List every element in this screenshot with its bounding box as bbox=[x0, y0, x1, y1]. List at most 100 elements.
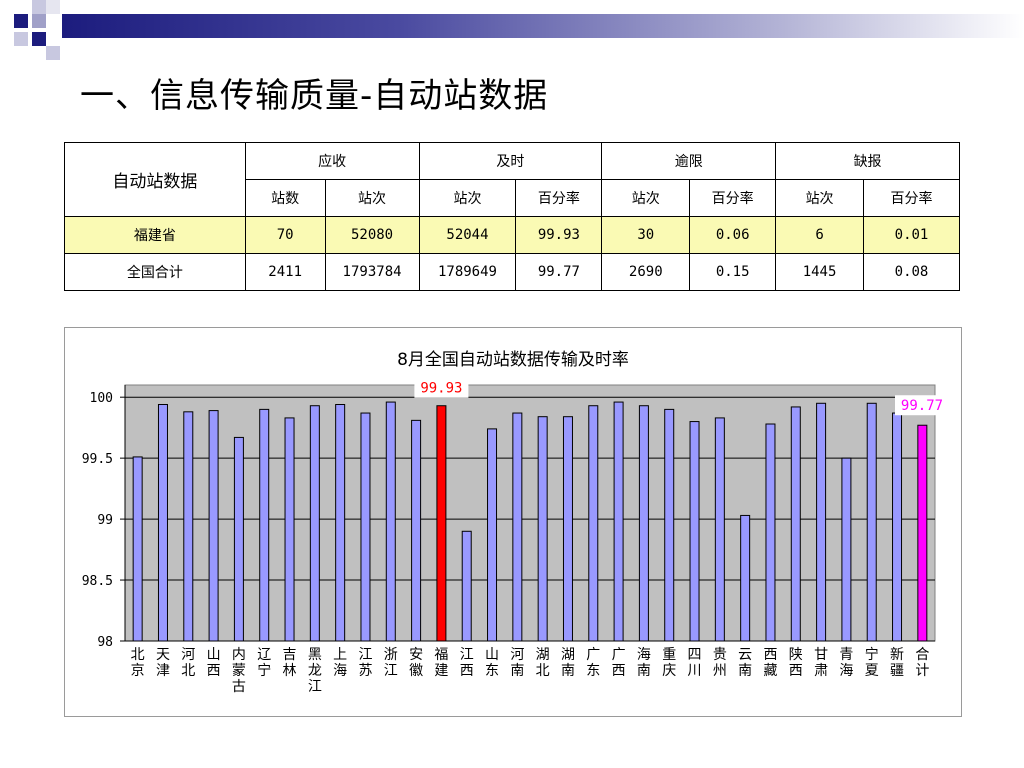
bar bbox=[841, 457, 852, 642]
x-tick-label: 海南 bbox=[637, 647, 651, 679]
y-tick-label: 100 bbox=[90, 391, 113, 406]
bar bbox=[309, 405, 320, 642]
table-cell: 0.15 bbox=[689, 253, 777, 291]
x-tick-label: 宁夏 bbox=[865, 646, 879, 679]
bar bbox=[512, 412, 523, 642]
x-tick-label: 四川 bbox=[688, 647, 702, 679]
data-table: 自动站数据 应收 及时 逾限 缺报 站数 站次 站次 百分率 站次 百分率 站次… bbox=[64, 142, 960, 291]
bar bbox=[790, 406, 801, 642]
bar bbox=[360, 412, 371, 642]
x-tick-label: 湖北 bbox=[536, 647, 550, 679]
x-tick-label: 云南 bbox=[738, 647, 752, 679]
bar bbox=[588, 405, 599, 642]
bar bbox=[689, 421, 700, 642]
subheader-cell: 站次 bbox=[601, 179, 691, 217]
bar bbox=[132, 456, 143, 642]
bar bbox=[284, 417, 295, 642]
bar bbox=[233, 436, 244, 642]
x-tick-label: 江苏 bbox=[358, 647, 372, 679]
bar bbox=[335, 404, 346, 642]
table-cell: 1789649 bbox=[418, 253, 517, 291]
table-cell: 2411 bbox=[244, 253, 326, 291]
x-tick-label: 河南 bbox=[510, 647, 524, 679]
bar bbox=[613, 401, 624, 642]
bar-chart: 98 98.5 99 99.5 100 北京天津河北山西内蒙古辽宁吉林黑龙江上海江苏浙江安… bbox=[82, 377, 949, 695]
subheader-cell: 站次 bbox=[418, 179, 517, 217]
row-name-cell: 全国合计 bbox=[64, 253, 246, 291]
x-tick-label: 广东 bbox=[586, 647, 600, 679]
bar bbox=[436, 405, 447, 642]
table-cell: 30 bbox=[601, 216, 691, 254]
subheader-cell: 百分率 bbox=[515, 179, 603, 217]
header-gradient-bar bbox=[62, 14, 1024, 38]
table-cell: 1445 bbox=[775, 253, 865, 291]
x-tick-label: 河北 bbox=[181, 647, 195, 679]
x-tick-label: 山西 bbox=[207, 647, 221, 679]
table-cell: 99.77 bbox=[515, 253, 603, 291]
x-tick-label: 合计 bbox=[915, 647, 929, 679]
bar bbox=[917, 424, 928, 642]
y-tick-label: 98.5 bbox=[82, 574, 113, 589]
x-tick-label: 福建 bbox=[434, 647, 448, 679]
y-tick-label: 99 bbox=[97, 513, 113, 528]
x-tick-label: 北京 bbox=[131, 647, 145, 679]
table-cell: 0.06 bbox=[689, 216, 777, 254]
x-tick-label: 黑龙江 bbox=[308, 647, 322, 695]
x-tick-label: 安徽 bbox=[409, 647, 423, 679]
group-header: 缺报 bbox=[775, 142, 960, 180]
data-label: 99.93 bbox=[420, 381, 462, 397]
x-tick-label: 青海 bbox=[839, 647, 853, 679]
y-tick-label: 99.5 bbox=[82, 452, 113, 467]
slide-title: 一、信息传输质量-自动站数据 bbox=[80, 76, 549, 116]
table-cell: 0.01 bbox=[863, 216, 960, 254]
subheader-cell: 百分率 bbox=[689, 179, 777, 217]
bar bbox=[714, 417, 725, 642]
corner-decoration bbox=[14, 0, 60, 60]
table-row: 全国合计 2411 1793784 1789649 99.77 2690 0.1… bbox=[64, 253, 960, 291]
chart-container: 8月全国自动站数据传输及时率 98 98.5 99 99.5 100 北京 天津 河北 山西 内蒙… bbox=[64, 327, 962, 717]
table-cell: 99.93 bbox=[515, 216, 603, 254]
x-tick-label: 湖南 bbox=[561, 647, 575, 679]
group-header: 逾限 bbox=[601, 142, 777, 180]
plot-area bbox=[124, 384, 936, 642]
table-corner-cell: 自动站数据 bbox=[64, 142, 246, 217]
table-cell: 70 bbox=[244, 216, 326, 254]
bar bbox=[892, 412, 903, 642]
bar bbox=[385, 401, 396, 642]
x-tick-label: 贵州 bbox=[713, 647, 727, 679]
table-cell: 2690 bbox=[601, 253, 691, 291]
x-tick-label: 吉林 bbox=[283, 647, 297, 679]
bar bbox=[208, 410, 219, 642]
x-tick-label: 江西 bbox=[460, 647, 474, 679]
x-tick-label: 内蒙古 bbox=[232, 647, 246, 695]
bar bbox=[183, 411, 194, 642]
bar bbox=[816, 402, 827, 642]
data-label-bg bbox=[895, 395, 949, 416]
bar bbox=[461, 530, 472, 642]
bar bbox=[537, 416, 548, 642]
table-cell: 52044 bbox=[418, 216, 517, 254]
bar bbox=[411, 419, 422, 642]
x-tick-label: 辽宁 bbox=[257, 647, 271, 679]
data-label-bg bbox=[414, 377, 469, 398]
bar bbox=[157, 404, 168, 642]
bar bbox=[638, 405, 649, 642]
subheader-cell: 百分率 bbox=[863, 179, 960, 217]
x-tick-label: 甘肃 bbox=[814, 647, 828, 679]
group-header: 及时 bbox=[418, 142, 603, 180]
table-header-row: 自动站数据 应收 及时 逾限 缺报 bbox=[64, 142, 960, 217]
chart-title: 8月全国自动站数据传输及时率 bbox=[397, 350, 629, 370]
bar bbox=[562, 416, 573, 642]
x-tick-label: 浙江 bbox=[384, 647, 398, 679]
row-name-cell: 福建省 bbox=[64, 216, 246, 254]
bar bbox=[487, 428, 498, 642]
x-tick-label: 上海 bbox=[333, 647, 347, 679]
table-cell: 0.08 bbox=[863, 253, 960, 291]
bar bbox=[866, 402, 877, 642]
bar bbox=[740, 514, 751, 642]
subheader-cell: 站次 bbox=[775, 179, 865, 217]
y-tick-label: 98 bbox=[97, 635, 113, 650]
x-tick-label: 新疆 bbox=[890, 647, 904, 679]
table-cell: 1793784 bbox=[324, 253, 420, 291]
group-header: 应收 bbox=[244, 142, 420, 180]
